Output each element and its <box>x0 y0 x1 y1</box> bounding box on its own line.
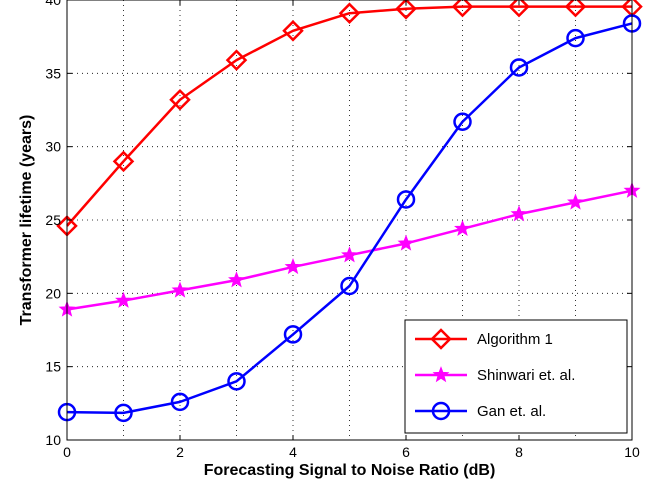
legend-marker <box>431 401 451 421</box>
data-point <box>453 112 472 131</box>
legend-label: Algorithm 1 <box>477 331 553 348</box>
x-tick-label: 10 <box>624 444 640 460</box>
data-point <box>338 2 361 24</box>
data-point <box>115 291 132 308</box>
data-point <box>227 372 246 391</box>
x-tick-label: 2 <box>176 444 184 460</box>
series-line <box>66 5 632 227</box>
y-tick-label: 35 <box>45 65 61 81</box>
axis-ticks <box>66 0 633 441</box>
legend-entry-0: Algorithm 1 <box>415 328 553 350</box>
legend-marker <box>430 328 452 350</box>
legend-entry-2: Gan et. al. <box>415 401 546 421</box>
series-0 <box>56 0 643 237</box>
data-point <box>114 403 133 423</box>
data-point <box>454 219 471 237</box>
data-point <box>451 0 474 18</box>
series-layer <box>56 0 643 423</box>
y-tick-label: 15 <box>45 359 61 375</box>
data-point <box>510 205 528 222</box>
legend-entry-1: Shinwari et. al. <box>415 366 575 384</box>
data-point <box>564 0 587 18</box>
data-point <box>169 88 191 111</box>
y-axis-title: Transformer lifetime (years) <box>18 115 35 326</box>
y-tick-label: 25 <box>45 212 61 228</box>
data-point <box>228 271 245 288</box>
x-axis-title: Forecasting Signal to Noise Ratio (dB) <box>204 462 496 479</box>
data-point <box>225 49 248 71</box>
data-point <box>395 0 417 20</box>
data-point <box>283 325 303 344</box>
data-point <box>171 281 189 298</box>
data-point <box>341 246 358 263</box>
series-1 <box>58 181 641 317</box>
legend: Algorithm 1 Shinwari et. al. Gan et. al. <box>404 319 628 434</box>
x-tick-label: 8 <box>515 444 523 460</box>
data-point <box>112 150 135 173</box>
y-tick-label: 40 <box>45 0 61 8</box>
y-tick-label: 10 <box>45 432 61 448</box>
tick-labels: 0 2 4 6 8 10 10 15 20 25 30 35 40 <box>45 0 640 460</box>
series-line <box>66 22 633 415</box>
data-point <box>508 0 530 18</box>
data-point <box>397 234 415 251</box>
y-tick-label: 20 <box>45 285 61 301</box>
data-point <box>282 20 304 42</box>
y-tick-label: 30 <box>45 139 61 155</box>
legend-label: Gan et. al. <box>477 403 546 420</box>
data-point <box>566 28 585 48</box>
data-point <box>170 392 190 412</box>
legend-label: Shinwari et. al. <box>477 367 575 384</box>
legend-marker <box>432 366 450 383</box>
data-point <box>396 190 416 209</box>
x-tick-label: 4 <box>289 444 297 460</box>
x-tick-label: 0 <box>63 444 71 460</box>
x-tick-label: 6 <box>402 444 410 460</box>
data-point <box>509 58 529 77</box>
data-point <box>284 258 302 275</box>
data-point <box>567 193 584 210</box>
data-point <box>340 276 359 296</box>
